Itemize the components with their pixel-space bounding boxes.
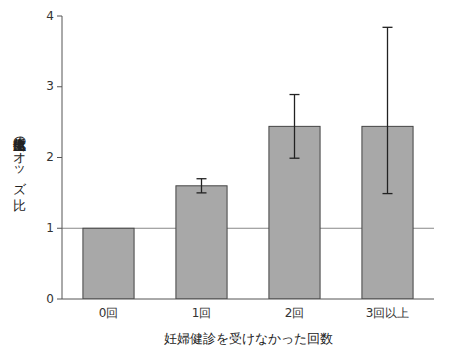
y-tick-label: 4 bbox=[46, 9, 54, 23]
x-axis-line bbox=[62, 299, 434, 300]
x-tick-label: 3回以上 bbox=[366, 306, 410, 320]
y-tick bbox=[57, 16, 62, 17]
y-tick-label: 2 bbox=[46, 150, 54, 164]
x-axis: 0回 1回 2回 3回以上 bbox=[99, 306, 410, 320]
y-tick-label: 3 bbox=[46, 79, 54, 93]
bar bbox=[176, 186, 227, 299]
y-tick-label: 1 bbox=[46, 221, 54, 235]
y-axis: 0 1 2 3 4 bbox=[46, 9, 62, 306]
y-tick bbox=[57, 299, 62, 300]
y-tick bbox=[57, 157, 62, 158]
y-tick bbox=[57, 86, 62, 87]
plot-area bbox=[62, 27, 434, 299]
y-axis-line bbox=[62, 16, 63, 299]
error-bar bbox=[383, 27, 393, 193]
bar bbox=[83, 228, 134, 299]
chart: 0 1 2 3 4 0回 1回 2回 3回以上妊婦健診を受けなかった回数 低出生体重児出生のオッズ… bbox=[0, 0, 450, 355]
x-tick-label: 0回 bbox=[99, 306, 119, 320]
x-tick-label: 1回 bbox=[192, 306, 212, 320]
y-axis-label: 低出生体重児出生のオッズ比 bbox=[13, 128, 28, 212]
x-axis-label: 妊婦健診を受けなかった回数 bbox=[164, 331, 333, 346]
y-tick bbox=[57, 228, 62, 229]
x-tick-label: 2回 bbox=[285, 306, 305, 320]
error-bar bbox=[290, 95, 300, 159]
y-tick-label: 0 bbox=[46, 292, 54, 306]
error-bar bbox=[197, 179, 207, 193]
